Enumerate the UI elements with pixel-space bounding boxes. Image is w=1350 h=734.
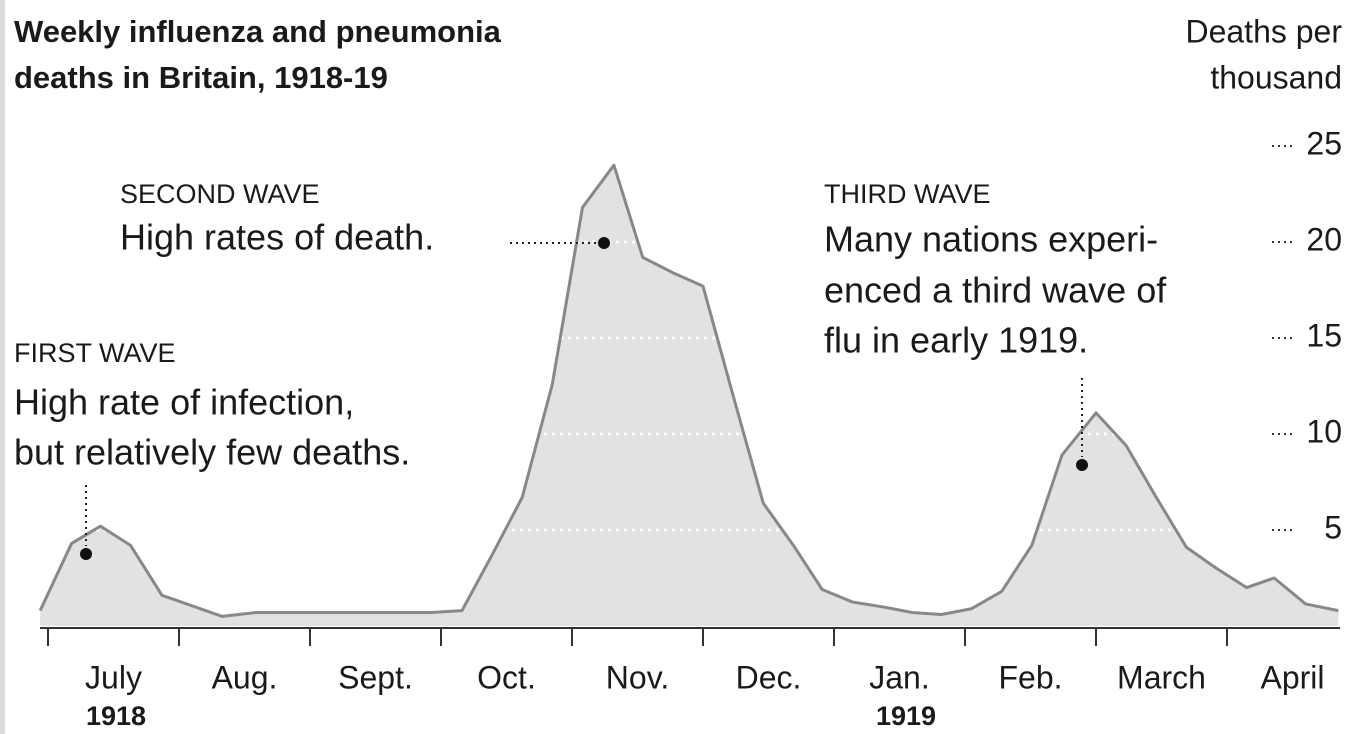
year-label: 1919 <box>876 701 936 731</box>
annotation-text: High rate of infection, <box>14 382 354 423</box>
year-label: 1918 <box>86 701 146 731</box>
annotation-heading: FIRST WAVE <box>14 338 176 368</box>
y-tick-label: 10 <box>1306 413 1342 449</box>
y-tick-label: 5 <box>1324 509 1342 545</box>
left-border <box>0 0 5 734</box>
annotation-dot <box>598 237 610 249</box>
x-tick-label: Dec. <box>736 659 802 695</box>
x-tick-label: Oct. <box>477 659 536 695</box>
annotation-text: but relatively few deaths. <box>14 432 410 473</box>
x-tick-label: July <box>85 659 142 695</box>
y-axis-label: Deaths per <box>1185 13 1342 49</box>
annotation-text: enced a third wave of <box>824 270 1167 311</box>
x-tick-label: Feb. <box>998 659 1062 695</box>
area-line <box>38 163 1339 618</box>
annotation-heading: SECOND WAVE <box>120 179 320 209</box>
x-tick-label: Sept. <box>338 659 413 695</box>
y-tick-label: 20 <box>1306 221 1342 257</box>
annotation-heading: THIRD WAVE <box>824 179 991 209</box>
x-tick-label: April <box>1260 659 1324 695</box>
x-tick-label: Aug. <box>212 659 278 695</box>
y-axis-label: thousand <box>1210 59 1342 95</box>
chart-title: Weekly influenza and pneumonia <box>14 14 502 49</box>
annotation-dot <box>80 548 92 560</box>
annotation-text: Many nations experi- <box>824 219 1158 260</box>
chart-title: deaths in Britain, 1918-19 <box>14 60 388 95</box>
x-tick-label: Jan. <box>869 659 929 695</box>
y-tick-label: 15 <box>1306 317 1342 353</box>
annotation-text: High rates of death. <box>120 217 434 258</box>
area-fill <box>40 165 1339 626</box>
x-tick-label: March <box>1117 659 1206 695</box>
y-tick-label: 25 <box>1306 125 1342 161</box>
annotation-text: flu in early 1919. <box>824 320 1088 361</box>
x-tick-label: Nov. <box>606 659 669 695</box>
annotation-dot <box>1076 459 1088 471</box>
